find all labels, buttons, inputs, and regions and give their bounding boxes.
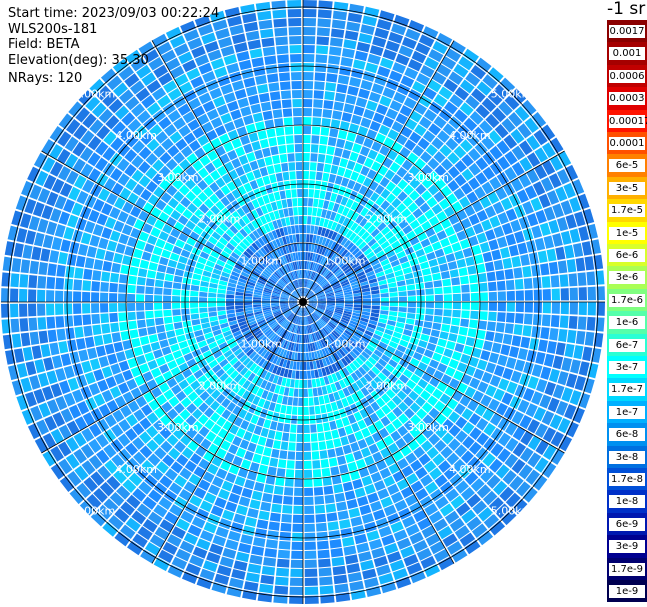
colorbar-level-label: 0.001 [609,47,645,61]
colorbar-level: 0.001 [607,42,647,65]
colorbar-level-label: 1.7e-9 [609,562,645,576]
colorbar-level-label: 6e-5 [609,159,645,173]
colorbar-level-label: 1e-5 [609,226,645,240]
ring-label: 4.00km [115,463,157,476]
colorbar-level: 0.0001 [607,132,647,155]
azimuth-spoke [41,150,304,303]
ring-label: 5.00km [74,87,116,100]
azimuth-spoke [41,301,304,454]
colorbar-level-label: 1.7e-7 [609,383,645,397]
ring-label: 3.00km [407,421,449,434]
ring-label: 3.00km [157,421,199,434]
colorbar-level: 6e-9 [607,512,647,536]
colorbar-level-label: 1e-8 [609,495,645,509]
colorbar-level: 6e-6 [607,244,647,267]
nrays-label: NRays: 120 [8,71,83,86]
colorbar-level-label: 3e-7 [609,361,645,374]
colorbar-level: 6e-7 [607,333,647,356]
range-grid [1,0,605,604]
colorbar-level: 1.7e-9 [607,557,647,580]
ring-label: 2.00km [199,379,241,392]
colorbar-level-label: 3e-8 [609,450,645,464]
colorbar-level: 1.7e-6 [607,288,647,312]
ring-label: 3.00km [157,171,199,184]
colorbar-level: 0.0006 [607,64,647,88]
ring-label: 3.00km [407,171,449,184]
azimuth-spoke [302,301,565,454]
colorbar-level: 1e-5 [607,221,647,244]
ring-label: 1.00km [240,338,282,351]
colorbar-level-label: 1.7e-5 [609,204,645,218]
colorbar-level: 1e-9 [607,580,647,603]
ring-label: 4.00km [449,129,491,142]
ring-label: 1.00km [240,254,282,267]
azimuth-spoke [302,40,455,303]
colorbar-level-label: 3e-9 [609,540,645,554]
colorbar-level: 3e-5 [607,176,647,200]
colorbar-level: 3e-7 [607,356,647,379]
range-ring-labels: 1.00km 1.00km 1.00km 1.00km 2.00km 2.00km 2.00… [74,87,533,517]
colorbar-level: 0.0017 [607,20,647,43]
colorbar-level-label: 1e-7 [609,405,645,419]
ring-label: 5.00km [491,505,533,518]
beta-field-rays [1,0,605,604]
field-label: Field: BETA [8,37,80,52]
colorbar-unit: -1 sr [607,0,646,19]
radar-center [299,298,307,306]
colorbar-level-label: 1.7e-6 [609,293,645,307]
ring-label: 1.00km [324,338,366,351]
colorbar-level-label: 0.0003 [609,92,645,106]
ring-label: 2.00km [366,379,408,392]
colorbar-level-label: 6e-9 [609,517,645,531]
ring-label: 5.00km [491,87,533,100]
ring-label: 5.00km [74,505,116,518]
colorbar-level-label: 1e-6 [609,316,645,330]
azimuth-spoke [151,40,304,303]
colorbar-level-label: 0.0006 [609,69,645,83]
ring-label: 4.00km [115,129,157,142]
colorbar-level: 1e-8 [607,490,647,513]
colorbar-level-label: 0.0017 [609,25,645,38]
colorbar-level-label: 1.7e-8 [609,473,645,486]
colorbar-level: 1.7e-5 [607,199,647,222]
colorbar-level: 1.7e-8 [607,468,647,491]
colorbar-level-label: 1e-9 [609,585,645,598]
azimuth-spoke [302,301,455,564]
azimuth-spoke [151,301,304,564]
colorbar-level-label: 0.00017 [609,114,647,128]
ring-label: 1.00km [324,254,366,267]
colorbar-level-label: 3e-6 [609,271,645,285]
ring-label: 2.00km [199,213,241,226]
colorbar-level: 3e-6 [607,266,647,289]
colorbar-level: 1e-7 [607,400,647,424]
elevation-label: Elevation(deg): 35.30 [8,53,149,68]
colorbar-level: 1.7e-7 [607,378,647,401]
instrument-label: WLS200s-181 [8,22,98,37]
azimuth-spoke [302,150,565,303]
colorbar-level-label: 6e-6 [609,249,645,262]
start-time-label: Start time: 2023/09/03 00:22:24 [8,6,220,21]
colorbar-level: 0.0003 [607,87,647,110]
colorbar-level-label: 0.0001 [609,137,645,150]
colorbar-level: 0.00017 [607,109,647,132]
colorbar-level: 3e-8 [607,445,647,468]
colorbar-level-label: 6e-7 [609,338,645,352]
ring-label: 2.00km [366,213,408,226]
colorbar-level-label: 3e-5 [609,181,645,195]
ring-label: 4.00km [449,463,491,476]
colorbar-level: 1e-6 [607,311,647,334]
colorbar-level: 3e-9 [607,535,647,558]
colorbar-level-label: 6e-8 [609,428,645,442]
colorbar-level: 6e-8 [607,423,647,446]
colorbar-level: 6e-5 [607,154,647,177]
